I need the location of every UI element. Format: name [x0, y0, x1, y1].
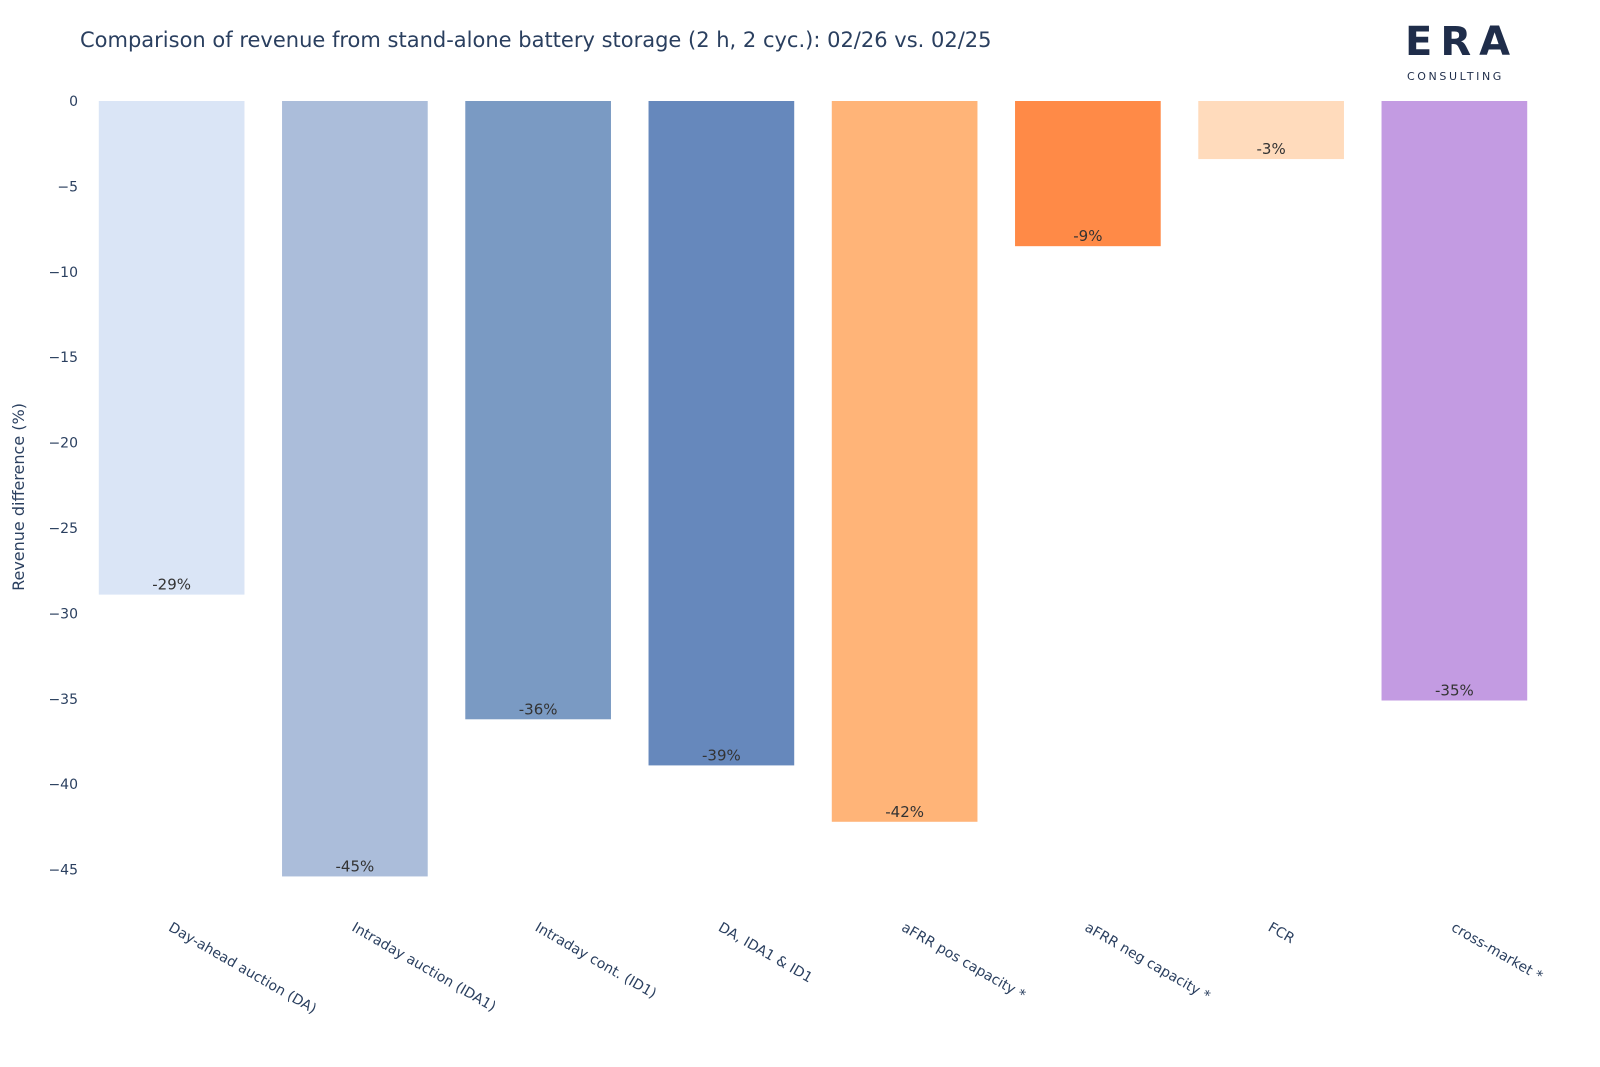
y-tick-label: −20 [48, 436, 78, 452]
y-tick-label: −5 [57, 179, 78, 195]
x-tick-label: aFRR neg capacity * [1082, 920, 1213, 1005]
bar-data-label: -35% [1435, 682, 1474, 700]
bar-data-label: -36% [519, 700, 558, 718]
y-tick-label: −25 [48, 521, 78, 537]
bar-data-label: -45% [335, 857, 374, 875]
y-axis-title: Revenue difference (%) [9, 403, 28, 591]
bar-data-label: -3% [1257, 140, 1286, 158]
x-tick-label: Day-ahead auction (DA) [166, 920, 319, 1018]
bar [465, 101, 611, 720]
x-tick-label: aFRR pos capacity * [899, 920, 1029, 1004]
x-tick-label: Intraday cont. (ID1) [532, 920, 659, 1003]
chart-title: Comparison of revenue from stand-alone b… [80, 28, 992, 52]
y-tick-label: −30 [48, 606, 78, 622]
y-tick-label: −35 [48, 692, 78, 708]
bar [648, 101, 795, 766]
y-tick-label: 0 [69, 94, 78, 110]
logo-letters: ERA [1405, 19, 1519, 65]
x-axis: Day-ahead auction (DA) Intraday auction (… [166, 920, 1546, 1018]
y-axis: 0 −5 −10 −15 −20 −25 −30 −35 −40 −45 [48, 94, 78, 879]
x-tick-label: cross-market * [1448, 920, 1545, 985]
bar [98, 101, 245, 595]
bar [1381, 101, 1528, 701]
bar-data-label: -39% [702, 746, 741, 764]
y-tick-label: −15 [48, 350, 78, 366]
y-tick-label: −40 [48, 777, 78, 793]
bar-data-labels: -29% -45% -36% -39% -42% -9% -3% -35% [152, 140, 1474, 875]
bar-data-label: -42% [885, 803, 924, 821]
y-tick-label: −10 [48, 265, 78, 281]
y-tick-label: −45 [48, 863, 78, 879]
logo-subtitle: CONSULTING [1407, 70, 1504, 83]
x-tick-label: Intraday auction (IDA1) [349, 920, 499, 1016]
x-tick-label: DA, IDA1 & ID1 [715, 920, 815, 987]
bars [98, 101, 1528, 877]
bar-data-label: -29% [152, 576, 191, 594]
bar [1198, 101, 1344, 160]
bar [1015, 101, 1161, 247]
bar-data-label: -9% [1073, 227, 1102, 245]
bar [831, 101, 978, 822]
era-consulting-logo: ERA CONSULTING [1405, 18, 1545, 84]
x-tick-label: FCR [1265, 920, 1297, 948]
bar [282, 101, 428, 877]
